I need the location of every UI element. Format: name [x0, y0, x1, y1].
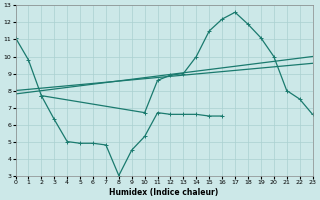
X-axis label: Humidex (Indice chaleur): Humidex (Indice chaleur) — [109, 188, 219, 197]
